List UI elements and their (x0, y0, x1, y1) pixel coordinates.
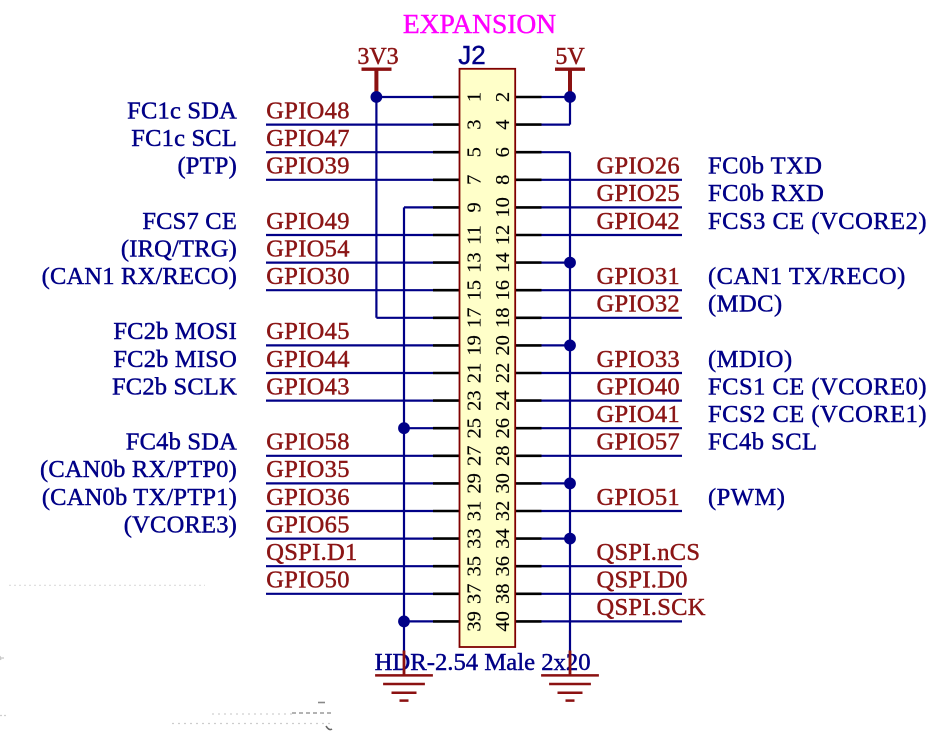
svg-text:(MDIO): (MDIO) (708, 346, 793, 373)
svg-text:5: 5 (464, 147, 486, 157)
svg-text:8: 8 (492, 175, 514, 185)
svg-text:19: 19 (464, 335, 486, 356)
svg-text:10: 10 (492, 197, 514, 218)
svg-text:7: 7 (464, 175, 486, 185)
svg-text:33: 33 (464, 528, 486, 549)
svg-text:FCS1 CE (VCORE0): FCS1 CE (VCORE0) (708, 373, 927, 400)
svg-text:GPIO51: GPIO51 (597, 484, 680, 511)
svg-text:25: 25 (464, 418, 486, 439)
svg-text:EXPANSION: EXPANSION (403, 8, 556, 39)
svg-text:11: 11 (464, 225, 486, 245)
svg-text:18: 18 (492, 308, 514, 329)
svg-text:6: 6 (492, 147, 514, 157)
svg-text:32: 32 (492, 501, 514, 522)
svg-text:GPIO43: GPIO43 (266, 373, 349, 400)
svg-text:17: 17 (464, 308, 486, 329)
svg-text:15: 15 (464, 280, 486, 301)
svg-text:FC4b SCL: FC4b SCL (708, 429, 818, 456)
svg-text:4: 4 (492, 119, 514, 129)
svg-text:GPIO36: GPIO36 (266, 484, 349, 511)
svg-text:FC1c SCL: FC1c SCL (131, 125, 237, 152)
svg-text:FC2b SCLK: FC2b SCLK (112, 373, 237, 400)
svg-text:FCS7 CE: FCS7 CE (142, 208, 237, 235)
svg-text:GPIO57: GPIO57 (597, 429, 680, 456)
svg-text:FCS2 CE (VCORE1): FCS2 CE (VCORE1) (708, 401, 927, 428)
svg-text:(CAN0b RX/PTP0): (CAN0b RX/PTP0) (40, 456, 237, 483)
svg-text:GPIO32: GPIO32 (597, 291, 680, 318)
svg-text:FC0b RXD: FC0b RXD (708, 180, 824, 207)
svg-text:(PTP): (PTP) (177, 153, 237, 180)
svg-text:GPIO44: GPIO44 (266, 346, 349, 373)
svg-text:3: 3 (464, 119, 486, 129)
svg-text:GPIO30: GPIO30 (266, 263, 349, 290)
svg-text:GPIO35: GPIO35 (266, 456, 349, 483)
svg-text:QSPI.nCS: QSPI.nCS (597, 539, 701, 566)
svg-text:24: 24 (492, 390, 514, 411)
svg-text:30: 30 (492, 473, 514, 494)
svg-text:GPIO48: GPIO48 (266, 97, 349, 124)
svg-text:16: 16 (492, 280, 514, 301)
svg-text:GPIO42: GPIO42 (597, 208, 680, 235)
svg-text:38: 38 (492, 584, 514, 605)
svg-text:21: 21 (464, 363, 486, 384)
svg-text:FC4b SDA: FC4b SDA (126, 429, 237, 456)
svg-text:(CAN0b TX/PTP1): (CAN0b TX/PTP1) (42, 484, 237, 511)
svg-text:(IRQ/TRG): (IRQ/TRG) (121, 235, 237, 262)
svg-text:FC0b TXD: FC0b TXD (708, 153, 823, 180)
svg-text:GPIO49: GPIO49 (266, 208, 349, 235)
svg-text:FC2b MOSI: FC2b MOSI (113, 318, 237, 345)
svg-text:35: 35 (464, 556, 486, 577)
svg-text:3V3: 3V3 (357, 44, 398, 70)
svg-text:GPIO41: GPIO41 (597, 401, 680, 428)
svg-text:20: 20 (492, 335, 514, 356)
svg-text:22: 22 (492, 363, 514, 384)
svg-text:GPIO50: GPIO50 (266, 567, 349, 594)
svg-text:FC1c SDA: FC1c SDA (127, 97, 237, 124)
svg-text:40: 40 (492, 611, 514, 632)
svg-text:GPIO33: GPIO33 (597, 346, 680, 373)
svg-text:9: 9 (464, 202, 486, 212)
svg-text:13: 13 (464, 252, 486, 273)
svg-text:HDR-2.54 Male 2x20: HDR-2.54 Male 2x20 (375, 649, 591, 676)
svg-text:28: 28 (492, 446, 514, 467)
svg-text:31: 31 (464, 501, 486, 522)
svg-text:34: 34 (492, 528, 514, 549)
svg-text:(PWM): (PWM) (708, 484, 785, 511)
svg-text:12: 12 (492, 225, 514, 246)
svg-text:29: 29 (464, 473, 486, 494)
svg-text:26: 26 (492, 418, 514, 439)
svg-text:GPIO25: GPIO25 (597, 180, 680, 207)
svg-text:GPIO58: GPIO58 (266, 429, 349, 456)
svg-text:(CAN1 TX/RECO): (CAN1 TX/RECO) (708, 263, 906, 290)
svg-text:(MDC): (MDC) (708, 291, 783, 318)
svg-text:14: 14 (492, 252, 514, 273)
svg-text:FC2b MISO: FC2b MISO (113, 346, 237, 373)
svg-text:39: 39 (464, 611, 486, 632)
svg-text:37: 37 (464, 584, 486, 605)
svg-text:GPIO47: GPIO47 (266, 125, 349, 152)
svg-text:FCS3 CE (VCORE2): FCS3 CE (VCORE2) (708, 208, 927, 235)
svg-text:QSPI.D0: QSPI.D0 (597, 567, 688, 594)
svg-text:GPIO31: GPIO31 (597, 263, 680, 290)
svg-text:QSPI.SCK: QSPI.SCK (597, 594, 706, 621)
svg-text:QSPI.D1: QSPI.D1 (266, 539, 357, 566)
svg-text:GPIO40: GPIO40 (597, 373, 680, 400)
svg-text:23: 23 (464, 390, 486, 411)
svg-text:GPIO26: GPIO26 (597, 153, 680, 180)
svg-text:5V: 5V (555, 44, 585, 70)
svg-text:J2: J2 (458, 40, 485, 70)
svg-text:GPIO39: GPIO39 (266, 153, 349, 180)
svg-text:(VCORE3): (VCORE3) (124, 511, 237, 538)
svg-text:1: 1 (464, 92, 486, 102)
svg-text:27: 27 (464, 446, 486, 467)
svg-text:GPIO65: GPIO65 (266, 511, 349, 538)
svg-text:GPIO45: GPIO45 (266, 318, 349, 345)
svg-text:36: 36 (492, 556, 514, 577)
svg-text:(CAN1 RX/RECO): (CAN1 RX/RECO) (42, 263, 237, 290)
svg-text:GPIO54: GPIO54 (266, 235, 349, 262)
svg-text:2: 2 (492, 92, 514, 102)
